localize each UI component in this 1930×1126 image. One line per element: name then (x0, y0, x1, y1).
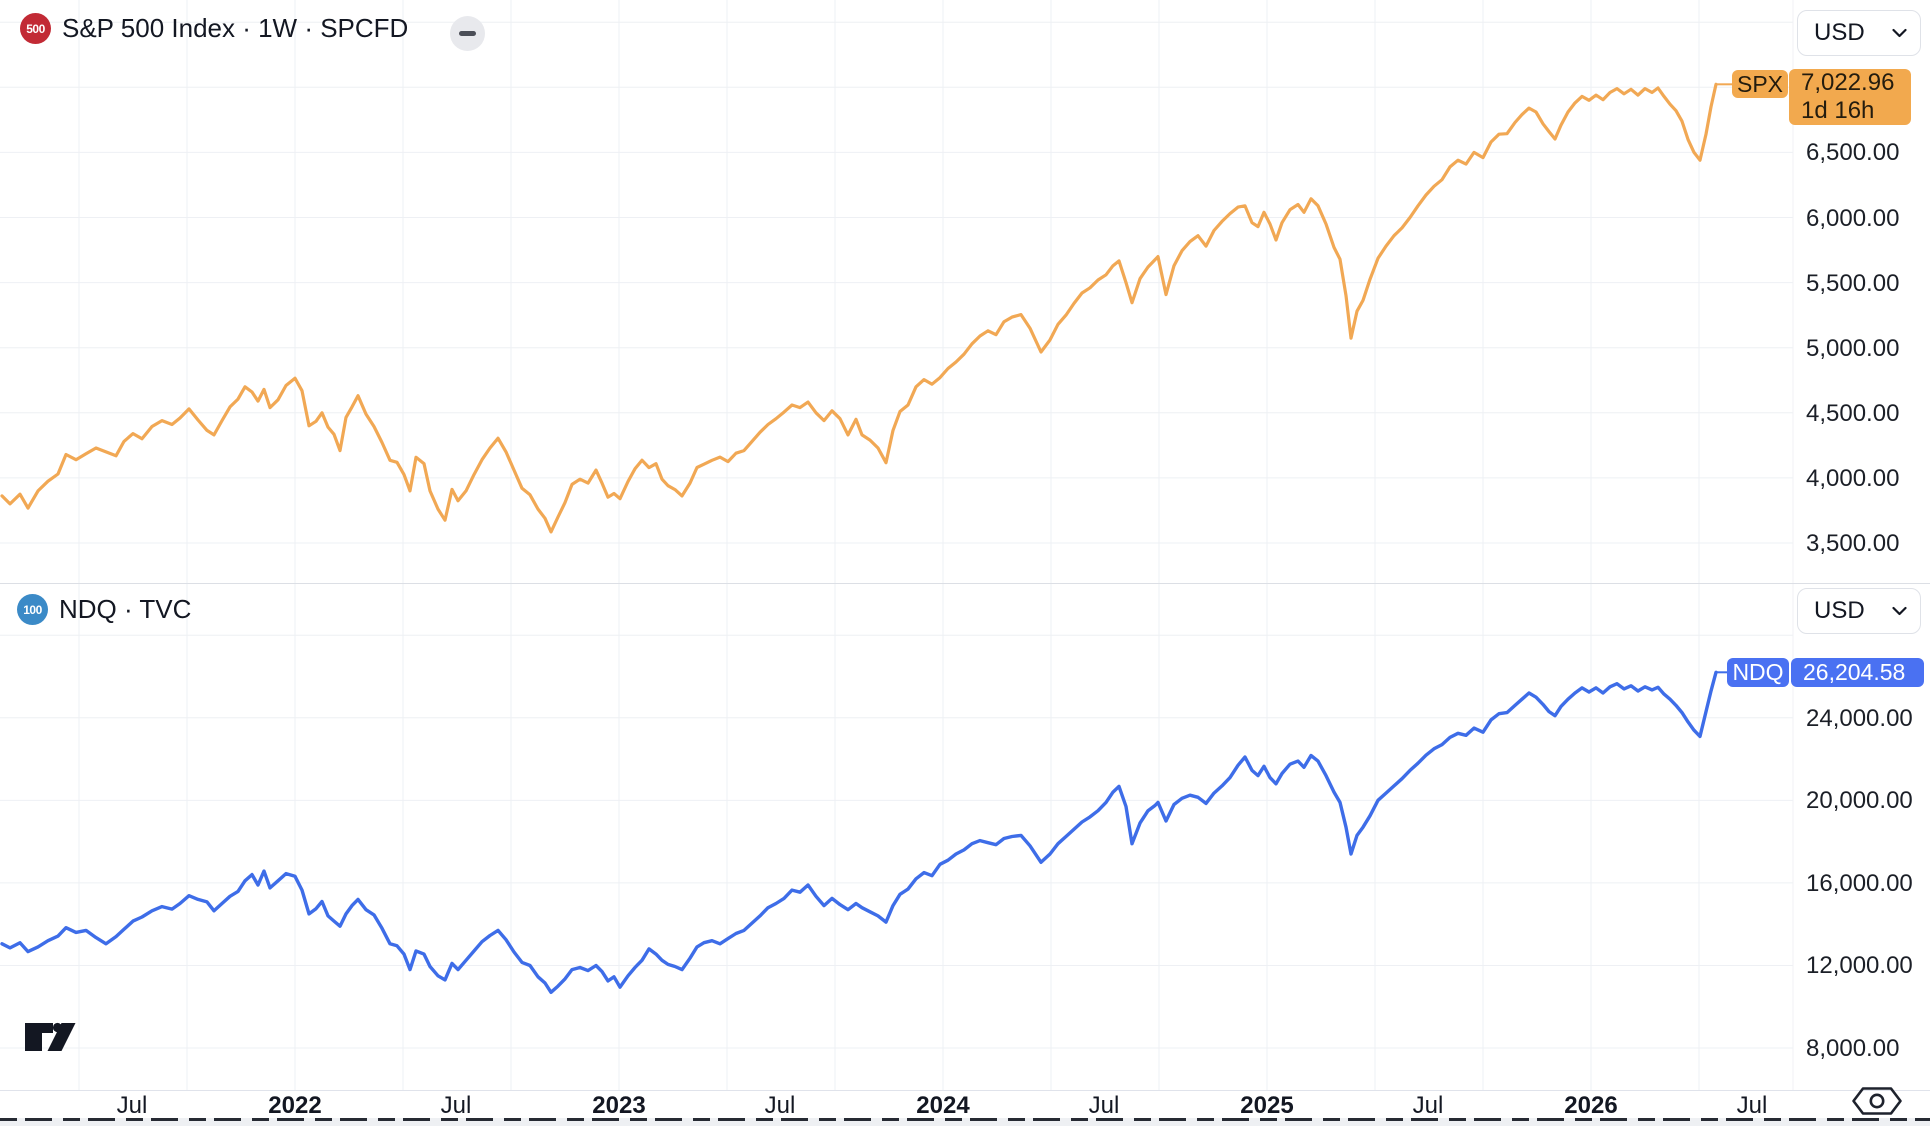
currency-select-bottom[interactable]: USD (1797, 588, 1921, 634)
currency-select-top[interactable]: USD (1797, 10, 1921, 56)
price-tick-top[interactable]: 5,500.00 (1806, 269, 1900, 297)
price-tick-top[interactable]: 5,000.00 (1806, 334, 1900, 362)
price-tick-bottom[interactable]: 8,000.00 (1806, 1035, 1900, 1062)
price-tick-top[interactable]: 4,000.00 (1806, 464, 1900, 492)
time-tick[interactable]: Jul (1088, 1092, 1120, 1119)
chevron-down-icon (1892, 28, 1907, 38)
price-tick-bottom[interactable]: 24,000.00 (1806, 704, 1913, 732)
currency-value-bottom: USD (1814, 597, 1865, 624)
time-tick[interactable]: Jul (440, 1092, 472, 1119)
legend-ndq[interactable]: 100 NDQ · TVC (17, 594, 191, 625)
pane-separator[interactable] (0, 583, 1930, 584)
price-tick-top[interactable]: 3,500.00 (1806, 530, 1900, 557)
price-tick-top[interactable]: 6,000.00 (1806, 204, 1900, 232)
spx-price-label: 7,022.96 1d 16h (1789, 69, 1911, 126)
spx-countdown: 1d 16h (1801, 97, 1875, 125)
chevron-down-icon (1892, 606, 1907, 616)
tradingview-logo[interactable] (24, 1020, 78, 1054)
gridlines (0, 0, 1794, 1090)
spx-layer-path[interactable] (0, 82, 1718, 534)
hide-indicator-button[interactable] (450, 16, 485, 51)
price-tick-top[interactable]: 4,500.00 (1806, 399, 1900, 427)
scale-settings-gear-icon[interactable] (1851, 1086, 1903, 1116)
time-tick[interactable]: Jul (1736, 1092, 1768, 1119)
time-tick[interactable]: 2022 (268, 1092, 322, 1119)
nasdaq100-logo-badge: 100 (17, 594, 48, 625)
sp500-logo-badge: 500 (20, 13, 51, 44)
time-tick[interactable]: 2024 (916, 1092, 970, 1119)
legend-spx[interactable]: 500 S&P 500 Index · 1W · SPCFD (20, 13, 408, 44)
time-axis-separator (0, 1090, 1930, 1091)
time-tick[interactable]: 2025 (1240, 1092, 1294, 1119)
time-tick[interactable]: Jul (764, 1092, 796, 1119)
time-tick[interactable]: 2026 (1564, 1092, 1618, 1119)
spx-symbol-label: SPX (1732, 70, 1788, 99)
ndq-price-label: 26,204.58 (1791, 657, 1924, 687)
ndq-last-price: 26,204.58 (1803, 658, 1906, 685)
price-tick-bottom[interactable]: 16,000.00 (1806, 869, 1913, 897)
minus-icon (459, 31, 476, 36)
spx-last-price: 7,022.96 (1801, 69, 1895, 97)
clipped-bottom-row (0, 1118, 1930, 1126)
spx-series-line[interactable] (0, 82, 1732, 534)
price-tick-bottom[interactable]: 20,000.00 (1806, 787, 1913, 815)
time-tick[interactable]: Jul (116, 1092, 148, 1119)
time-tick[interactable]: Jul (1412, 1092, 1444, 1119)
price-tick-bottom[interactable]: 12,000.00 (1806, 952, 1913, 980)
time-tick[interactable]: 2023 (592, 1092, 646, 1119)
legend-spx-title: S&P 500 Index · 1W · SPCFD (62, 13, 409, 43)
ndq-symbol-label: NDQ (1727, 657, 1789, 687)
ndq-layer-path[interactable] (0, 670, 1718, 994)
legend-ndq-title: NDQ · TVC (59, 594, 192, 624)
ndq-series-line[interactable] (0, 670, 1727, 994)
price-tick-top[interactable]: 6,500.00 (1806, 139, 1900, 167)
currency-value-top: USD (1814, 19, 1865, 46)
